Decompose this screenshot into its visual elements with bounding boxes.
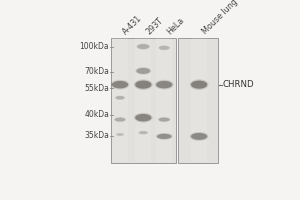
- Bar: [112, 38, 128, 162]
- Ellipse shape: [137, 44, 149, 49]
- Ellipse shape: [156, 81, 172, 88]
- Ellipse shape: [115, 118, 125, 122]
- Ellipse shape: [135, 81, 152, 89]
- Ellipse shape: [159, 46, 169, 50]
- Ellipse shape: [157, 134, 172, 139]
- Ellipse shape: [135, 67, 151, 75]
- Ellipse shape: [159, 118, 170, 122]
- Ellipse shape: [155, 80, 174, 90]
- Text: 35kDa: 35kDa: [84, 131, 109, 140]
- Ellipse shape: [134, 79, 153, 90]
- Ellipse shape: [138, 131, 148, 135]
- Ellipse shape: [190, 132, 208, 141]
- Ellipse shape: [111, 80, 129, 90]
- Ellipse shape: [190, 79, 208, 90]
- Ellipse shape: [156, 133, 172, 140]
- Ellipse shape: [191, 133, 207, 140]
- Ellipse shape: [115, 95, 125, 100]
- Text: HeLa: HeLa: [165, 16, 186, 36]
- Bar: [178, 38, 218, 163]
- Ellipse shape: [135, 114, 152, 121]
- Ellipse shape: [116, 96, 124, 99]
- Text: 100kDa: 100kDa: [80, 42, 109, 51]
- Bar: [111, 38, 176, 163]
- Ellipse shape: [116, 133, 124, 136]
- Text: Mouse lung: Mouse lung: [200, 0, 239, 36]
- Text: A-431: A-431: [121, 14, 144, 36]
- Text: 55kDa: 55kDa: [84, 84, 109, 93]
- Ellipse shape: [116, 133, 124, 136]
- Ellipse shape: [136, 43, 150, 50]
- Text: CHRND: CHRND: [222, 80, 254, 89]
- Ellipse shape: [191, 81, 207, 89]
- Text: 70kDa: 70kDa: [84, 67, 109, 76]
- Ellipse shape: [158, 45, 170, 50]
- Ellipse shape: [136, 68, 150, 74]
- Bar: [191, 38, 207, 162]
- Ellipse shape: [139, 131, 148, 134]
- Ellipse shape: [158, 117, 171, 122]
- Bar: [156, 38, 172, 162]
- Ellipse shape: [112, 81, 128, 88]
- Ellipse shape: [114, 117, 126, 122]
- Text: 293T: 293T: [145, 16, 165, 36]
- Bar: [135, 38, 152, 162]
- Ellipse shape: [134, 113, 153, 123]
- Text: 40kDa: 40kDa: [84, 110, 109, 119]
